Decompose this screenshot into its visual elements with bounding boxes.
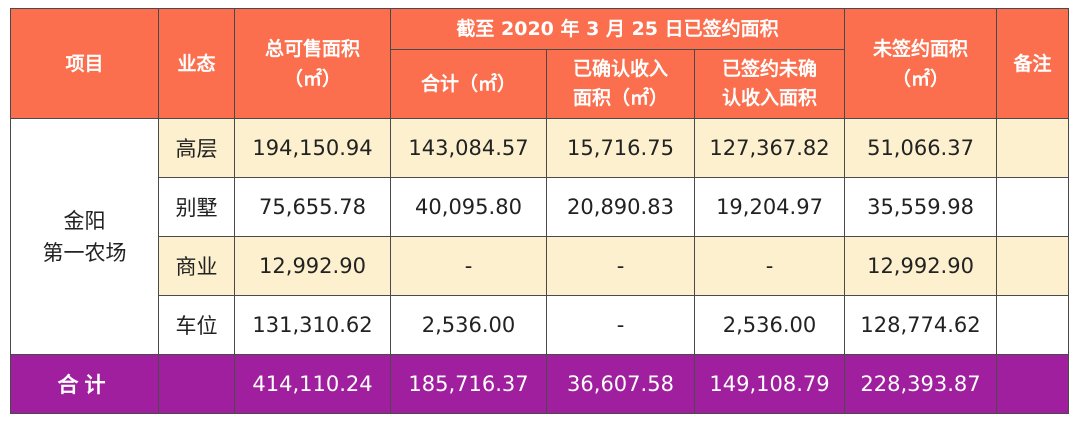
header-type: 业态 (158, 8, 235, 119)
table-row: 金阳 第一农场 高层 194,150.94 143,084.57 15,716.… (10, 118, 1070, 355)
header-confirmed-line1: 已确认收入 (572, 58, 668, 80)
row-type: 商业 (158, 236, 235, 296)
header-confirmed-line2: 面积（㎡） (572, 87, 668, 109)
header-unsigned-line1: 未签约面积 (873, 37, 969, 60)
row-type: 高层 (158, 118, 235, 178)
header-project: 项目 (10, 8, 159, 119)
row-confirmed: 20,890.83 (546, 177, 695, 237)
project-name-line2: 第一农场 (42, 240, 127, 265)
table-row: 车位 131,310.62 2,536.00 - 2,536.00 128,77… (11, 295, 1070, 355)
row-confirmed: - (546, 295, 695, 355)
row-type: 车位 (158, 295, 235, 355)
row-confirmed: 15,716.75 (546, 118, 695, 178)
area-table-container: 项目 业态 总可售面积 （㎡） 截至 2020 年 3 月 25 日已签约面积 … (10, 8, 1070, 414)
header-unsigned-line2: （㎡） (892, 67, 950, 90)
total-type (158, 354, 235, 414)
total-total-area: 414,110.24 (234, 354, 391, 414)
row-unsigned: 128,774.62 (844, 295, 998, 355)
row-unsigned: 12,992.90 (844, 236, 998, 296)
total-signed-total: 185,716.37 (390, 354, 547, 414)
row-remark (996, 177, 1070, 237)
header-signed-confirmed: 已确认收入 面积（㎡） (546, 49, 695, 119)
header-unconfirmed-line1: 已签约未确 (722, 58, 818, 80)
row-total-area: 12,992.90 (234, 236, 391, 296)
header-unconfirmed-line2: 认收入面积 (722, 87, 818, 109)
row-unconfirmed: 127,367.82 (693, 118, 846, 178)
row-signed-total: - (390, 236, 547, 296)
header-total-area-line2: （㎡） (283, 67, 341, 90)
table-row: 商业 12,992.90 - - - 12,992.90 (11, 236, 1070, 296)
header-signed-group: 截至 2020 年 3 月 25 日已签约面积 (389, 8, 846, 50)
total-label: 合计 (10, 354, 159, 414)
row-unsigned: 35,559.98 (844, 177, 998, 237)
row-signed-total: 143,084.57 (390, 118, 547, 178)
row-total-area: 194,150.94 (234, 118, 391, 178)
total-unsigned: 228,393.87 (844, 354, 998, 414)
total-remark (996, 354, 1070, 414)
row-total-area: 75,655.78 (234, 177, 391, 237)
row-remark (996, 118, 1070, 178)
row-unconfirmed: 2,536.00 (693, 295, 846, 355)
header-total-area-line1: 总可售面积 (264, 37, 360, 60)
project-name-line1: 金阳 (63, 208, 106, 233)
table-row: 别墅 75,655.78 40,095.80 20,890.83 19,204.… (11, 177, 1070, 237)
header-total-area: 总可售面积 （㎡） (234, 8, 391, 119)
row-signed-total: 40,095.80 (390, 177, 547, 237)
header-signed-unconfirmed: 已签约未确 认收入面积 (693, 49, 846, 119)
row-remark (996, 236, 1070, 296)
row-remark (996, 295, 1070, 355)
total-confirmed: 36,607.58 (546, 354, 695, 414)
row-total-area: 131,310.62 (234, 295, 391, 355)
row-confirmed: - (546, 236, 695, 296)
header-unsigned-area: 未签约面积 （㎡） (844, 8, 998, 119)
header-signed-total: 合计（㎡） (390, 49, 547, 119)
row-signed-total: 2,536.00 (390, 295, 547, 355)
row-unconfirmed: 19,204.97 (693, 177, 846, 237)
total-unconfirmed: 149,108.79 (693, 354, 846, 414)
row-unconfirmed: - (693, 236, 846, 296)
header-remarks: 备注 (996, 8, 1070, 119)
area-table: 项目 业态 总可售面积 （㎡） 截至 2020 年 3 月 25 日已签约面积 … (10, 8, 1070, 414)
row-unsigned: 51,066.37 (844, 118, 998, 178)
total-row: 合计 414,110.24 185,716.37 36,607.58 149,1… (10, 354, 1070, 414)
row-type: 别墅 (158, 177, 235, 237)
project-name-cell: 金阳 第一农场 (10, 118, 159, 355)
